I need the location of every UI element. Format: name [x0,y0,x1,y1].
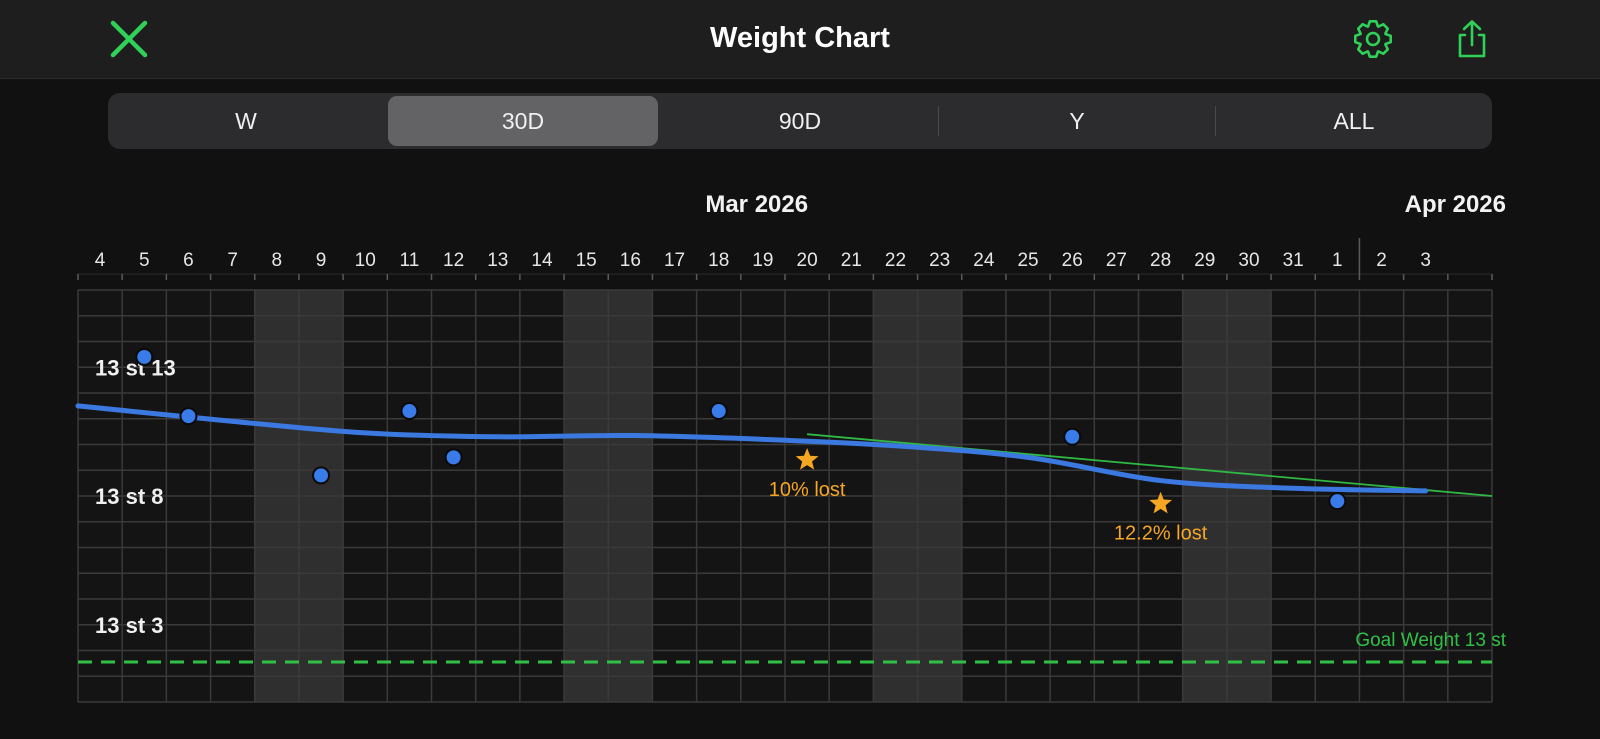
x-tick-label: 26 [1062,250,1083,271]
weigh-in-point [1063,427,1082,446]
x-tick-label: 30 [1238,250,1259,271]
x-tick-label: 21 [841,250,862,271]
x-tick-label: 11 [400,250,420,271]
x-tick-label: 27 [1106,250,1127,271]
y-tick-label: 13 st 8 [95,484,164,509]
weigh-in-point [312,466,331,485]
segment-divider [938,106,939,136]
range-tab-30d[interactable]: 30D [388,96,658,146]
page-title: Weight Chart [710,22,890,54]
weigh-in-point [135,347,154,366]
x-tick-label: 29 [1194,250,1215,271]
range-tab-w[interactable]: W [235,107,257,134]
segment-divider [661,106,662,136]
goal-label: Goal Weight 13 st [1355,630,1506,651]
x-tick-label: 17 [664,250,685,271]
x-tick-label: 9 [316,250,327,271]
weigh-in-point [709,402,728,421]
x-tick-label: 12 [443,250,464,271]
y-tick-label: 13 st 3 [95,613,164,638]
x-axis-labels: 4 5 6 7 8 9 10 11 12 13 14 15 16 17 18 19 20 21 22 23 24 25 26… [95,191,1506,274]
x-tick-label: 24 [973,250,995,271]
y-tick-label: 13 st 13 [95,355,176,380]
month-label: Mar 2026 [705,191,808,218]
milestone-star-icon [1149,491,1173,514]
x-tick-label: 19 [752,250,773,271]
month-label: Apr 2026 [1405,191,1506,218]
x-tick-label: 23 [929,250,950,271]
x-tick-label: 28 [1150,250,1171,271]
x-tick-label: 20 [797,250,818,271]
range-selector: W 30D 90D Y ALL [108,93,1492,149]
x-tick-label: 6 [183,250,194,271]
x-tick-label: 1 [1332,250,1343,271]
weigh-in-point [444,448,463,467]
x-tick-label: 15 [576,250,597,271]
milestone-star-icon [795,447,819,470]
share-icon [1458,20,1486,58]
weigh-in-point [179,407,198,426]
projection-line [807,433,1493,497]
weigh-in-point [400,402,419,421]
x-tick-label: 8 [272,250,283,271]
x-tick-label: 3 [1420,250,1431,271]
trend-line [75,403,1429,494]
x-tick-label: 5 [139,250,150,271]
settings-button[interactable] [1352,18,1394,60]
range-tab-y[interactable]: Y [1069,107,1085,134]
close-button[interactable] [108,18,150,60]
x-tick-label: 31 [1283,250,1304,271]
segment-divider [1215,106,1216,136]
grid-lines [77,273,1493,703]
milestones: 10% lost 12.2% lost [769,447,1208,545]
projection-group [807,433,1493,497]
gear-icon [1353,19,1393,59]
x-tick-label: 22 [885,250,906,271]
x-tick-label: 18 [708,250,729,271]
x-tick-label: 13 [487,250,508,271]
trend-group [75,403,1429,494]
weight-chart: 4 5 6 7 8 9 10 11 12 13 14 15 16 17 18 19 20 21 22 23 24 25 26… [75,191,1507,703]
x-tick-label: 16 [620,250,641,271]
milestone-label: 10% lost [769,479,846,501]
range-tab-90d[interactable]: 90D [778,107,822,134]
segment-divider [384,106,385,136]
goal-line-group: Goal Weight 13 st [78,630,1507,664]
x-tick-label: 2 [1376,250,1387,271]
x-tick-label: 25 [1017,250,1038,271]
close-x-icon [110,20,148,58]
weigh-in-points [135,347,1347,511]
share-button[interactable] [1451,18,1493,60]
top-bar: Weight Chart [0,0,1600,79]
range-tab-all[interactable]: ALL [1333,107,1375,134]
x-tick-label: 7 [227,250,238,271]
milestone-label: 12.2% lost [1114,523,1208,545]
x-tick-label: 4 [95,250,106,271]
y-axis-labels: 13 st 13 13 st 8 13 st 3 [95,355,176,638]
x-tick-label: 10 [355,250,376,271]
weigh-in-point [1328,492,1347,511]
x-tick-label: 14 [531,250,553,271]
